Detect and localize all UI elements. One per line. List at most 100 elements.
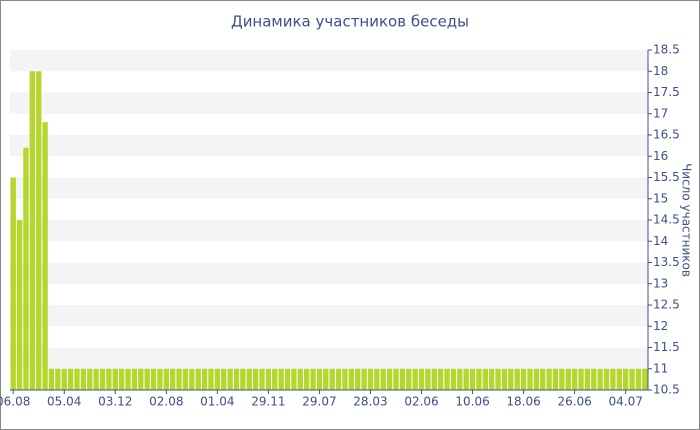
x-tick-label: 06.08 <box>0 395 30 409</box>
y-tick-label: 16 <box>653 149 668 163</box>
bar <box>450 368 457 390</box>
y-tick-label: 11.5 <box>653 340 680 354</box>
bar <box>227 368 233 390</box>
bar <box>367 368 374 390</box>
bar <box>348 368 355 390</box>
grid-band <box>10 135 648 157</box>
bar <box>106 368 112 390</box>
bar <box>629 368 635 390</box>
bar <box>546 368 552 390</box>
x-tick-label: 28.03 <box>353 395 387 409</box>
grid-band <box>10 92 648 114</box>
bar <box>533 368 540 390</box>
bar <box>176 368 182 390</box>
grid-band <box>10 220 648 242</box>
bar <box>603 368 610 390</box>
bar <box>118 368 125 390</box>
bar <box>112 368 118 390</box>
bar <box>310 368 316 390</box>
y-tick-label: 15.5 <box>653 170 680 184</box>
bar <box>342 368 348 390</box>
bar <box>374 368 380 390</box>
x-tick-label: 03.12 <box>98 395 132 409</box>
bar <box>457 368 463 390</box>
y-tick-label: 15 <box>653 191 668 205</box>
bar <box>431 368 437 390</box>
bar <box>233 368 240 390</box>
bar <box>93 368 99 390</box>
x-tick-label: 10.06 <box>455 395 489 409</box>
bar <box>335 368 342 390</box>
y-tick-label: 14.5 <box>653 213 680 227</box>
bar <box>291 368 297 390</box>
bar <box>642 368 648 390</box>
y-tick-label: 17 <box>653 106 668 120</box>
bar <box>444 368 450 390</box>
bar <box>144 368 150 390</box>
bar <box>246 368 252 390</box>
bar <box>74 368 80 390</box>
y-tick-label: 17.5 <box>653 85 680 99</box>
bar <box>284 368 291 390</box>
y-tick-label: 18 <box>653 64 668 78</box>
bar <box>138 368 144 390</box>
bar <box>252 368 259 390</box>
bar <box>10 177 16 390</box>
bar <box>61 368 67 390</box>
bar <box>361 368 367 390</box>
bar <box>463 368 469 390</box>
bar <box>469 368 476 390</box>
bar <box>303 368 310 390</box>
bar <box>259 368 265 390</box>
y-tick-label: 14 <box>653 234 668 248</box>
bar <box>437 368 444 390</box>
y-tick-label: 12.5 <box>653 298 680 312</box>
x-tick-label: 29.11 <box>251 395 285 409</box>
bar <box>565 368 571 390</box>
bar <box>508 368 514 390</box>
x-tick-label: 02.06 <box>404 395 438 409</box>
bar <box>425 368 431 390</box>
y-tick-label: 18.5 <box>653 43 680 57</box>
bar <box>240 368 246 390</box>
bar <box>418 368 425 390</box>
bar <box>355 368 361 390</box>
bar <box>182 368 189 390</box>
bar <box>214 368 221 390</box>
x-tick-label: 04.07 <box>608 395 642 409</box>
bar <box>316 368 323 390</box>
bar <box>406 368 412 390</box>
bar <box>80 368 87 390</box>
bar <box>163 368 169 390</box>
bar <box>272 368 278 390</box>
bar <box>540 368 546 390</box>
bar <box>329 368 335 390</box>
bar <box>323 368 329 390</box>
bar <box>99 368 106 390</box>
x-tick-label: 05.04 <box>47 395 81 409</box>
bar <box>489 368 495 390</box>
bar <box>16 220 23 390</box>
bar <box>610 368 616 390</box>
bar <box>559 368 565 390</box>
bar <box>393 368 399 390</box>
bar <box>297 368 303 390</box>
bar <box>476 368 482 390</box>
grid-band <box>10 347 648 369</box>
bar <box>552 368 559 390</box>
bar <box>622 368 629 390</box>
x-tick-label: 01.04 <box>200 395 234 409</box>
grid-band <box>10 262 648 284</box>
bar <box>125 368 131 390</box>
bar <box>514 368 520 390</box>
bar <box>170 368 176 390</box>
bar <box>584 368 591 390</box>
bar <box>48 368 55 390</box>
bar <box>67 368 74 390</box>
bar <box>380 368 386 390</box>
grid-band <box>10 177 648 199</box>
grid-band <box>10 50 648 72</box>
bar <box>208 368 214 390</box>
bar <box>42 122 48 390</box>
